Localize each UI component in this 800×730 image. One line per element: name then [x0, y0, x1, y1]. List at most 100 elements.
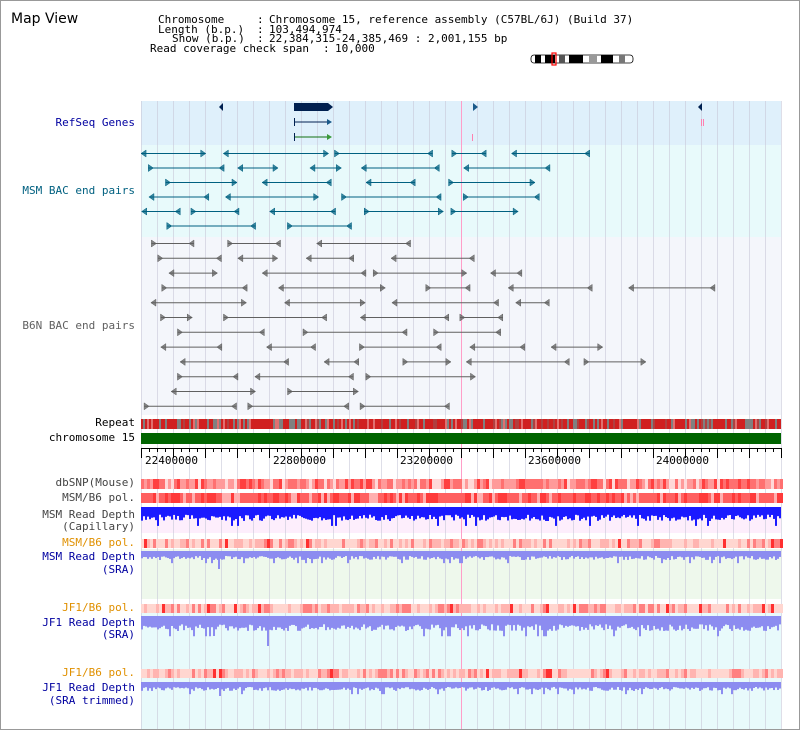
track-label-msm-b6-pol-1[interactable]: MSM/B6 pol.	[62, 491, 135, 504]
heat-cell	[762, 604, 765, 613]
read-depth-bar	[409, 507, 411, 519]
heat-cell	[606, 539, 609, 548]
track-label-msm-bac-end-pairs[interactable]: MSM BAC end pairs	[22, 184, 135, 197]
repeat-segment	[257, 419, 259, 429]
read-depth-bar	[157, 551, 159, 558]
read-depth-bar	[599, 616, 601, 625]
read-depth-bar	[577, 507, 579, 516]
read-depth-bar	[367, 507, 369, 519]
heat-cell	[768, 479, 771, 489]
track-label-b6n-bac-end-pairs[interactable]: B6N BAC end pairs	[22, 319, 135, 332]
track-label-dbsnp[interactable]: dbSNP(Mouse)	[55, 476, 135, 489]
read-depth-bar	[355, 682, 357, 689]
read-depth-bar	[235, 616, 237, 628]
track-label-msm-read-depth-capillary[interactable]: MSM Read Depth	[42, 508, 135, 521]
read-depth-bar	[681, 682, 683, 689]
axis-tick-label: 22400000	[145, 454, 198, 467]
heat-cell	[159, 604, 162, 613]
heat-cell	[582, 539, 585, 548]
heat-cell	[234, 479, 237, 489]
read-depth-bar	[233, 507, 235, 521]
heat-cell	[576, 539, 579, 548]
track-label-msm-b6-pol-2[interactable]: MSM/B6 pol.	[62, 536, 135, 549]
heat-cell	[153, 604, 156, 613]
read-depth-bar	[771, 682, 773, 688]
read-depth-bar	[685, 507, 687, 518]
heat-cell	[174, 493, 177, 503]
read-depth-bar	[767, 682, 769, 690]
heat-cell	[579, 539, 582, 548]
track-label-repeat[interactable]: Repeat	[95, 416, 135, 429]
heat-cell	[525, 604, 528, 613]
bac-end-arrow	[241, 283, 248, 292]
read-depth-bar	[275, 551, 277, 559]
read-depth-bar	[407, 616, 409, 631]
track-label-refseq-genes[interactable]: RefSeq Genes	[55, 116, 135, 129]
heat-cell	[162, 604, 165, 613]
read-depth-bar	[331, 616, 333, 628]
read-depth-bar	[339, 616, 341, 629]
heat-cell	[303, 669, 306, 678]
read-depth-bar	[743, 682, 745, 690]
heat-cell	[399, 604, 402, 613]
read-depth-bar	[709, 507, 711, 521]
heat-cell	[243, 604, 246, 613]
read-depth-bar	[575, 507, 577, 515]
heat-cell	[390, 493, 393, 503]
read-depth-bar	[275, 682, 277, 691]
read-depth-bar	[277, 551, 279, 558]
read-depth-bar	[643, 507, 645, 519]
read-depth-bar	[181, 616, 183, 625]
read-depth-bar	[657, 507, 659, 520]
read-depth-bar	[627, 507, 629, 517]
heat-cell	[453, 493, 456, 503]
heat-cell	[408, 539, 411, 548]
heat-cell	[567, 479, 570, 489]
heat-cell	[462, 479, 465, 489]
heat-cell	[570, 479, 573, 489]
read-depth-bar	[727, 507, 729, 516]
heat-cell	[663, 539, 666, 548]
read-depth-bar	[689, 682, 691, 690]
repeat-segment	[421, 419, 423, 429]
track-label-jf1-read-depth-sra[interactable]: JF1 Read Depth	[42, 616, 135, 629]
repeat-segment	[329, 419, 331, 429]
read-depth-bar	[365, 551, 367, 558]
track-label-jf1-b6-pol-1[interactable]: JF1/B6 pol.	[62, 601, 135, 614]
read-depth-bar	[313, 551, 315, 560]
heat-cell	[210, 539, 213, 548]
repeat-segment	[531, 419, 533, 429]
repeat-segment	[433, 419, 435, 429]
heat-cell	[495, 493, 498, 503]
heat-cell	[249, 669, 252, 678]
heat-cell	[183, 669, 186, 678]
heat-cell	[714, 604, 717, 613]
read-depth-bar	[395, 551, 397, 557]
heat-cell	[537, 493, 540, 503]
track-label-jf1-read-depth-trimmed[interactable]: JF1 Read Depth	[42, 681, 135, 694]
read-depth-bar	[469, 551, 471, 557]
read-depth-bar	[263, 616, 265, 628]
heat-cell	[597, 479, 600, 489]
repeat-segment	[479, 419, 481, 429]
heat-cell	[726, 669, 729, 678]
read-depth-bar	[289, 551, 291, 557]
heat-cell	[684, 539, 687, 548]
heat-cell	[189, 493, 192, 503]
track-label-chromosome[interactable]: chromosome 15	[48, 431, 135, 444]
read-depth-bar	[447, 682, 449, 688]
bac-end-arrow	[346, 222, 352, 230]
read-depth-bar	[613, 551, 615, 557]
heat-cell	[684, 669, 687, 678]
read-depth-bar	[225, 507, 227, 521]
heat-cell	[327, 669, 330, 678]
repeat-segment	[345, 419, 347, 429]
repeat-segment	[331, 419, 333, 429]
track-label-jf1-b6-pol-2[interactable]: JF1/B6 pol.	[62, 666, 135, 679]
bac-end-arrow	[360, 164, 367, 172]
read-depth-bar	[523, 507, 525, 520]
track-label-msm-read-depth-sra[interactable]: MSM Read Depth	[42, 550, 135, 563]
repeat-segment	[589, 419, 591, 429]
read-depth-bar	[283, 551, 285, 560]
